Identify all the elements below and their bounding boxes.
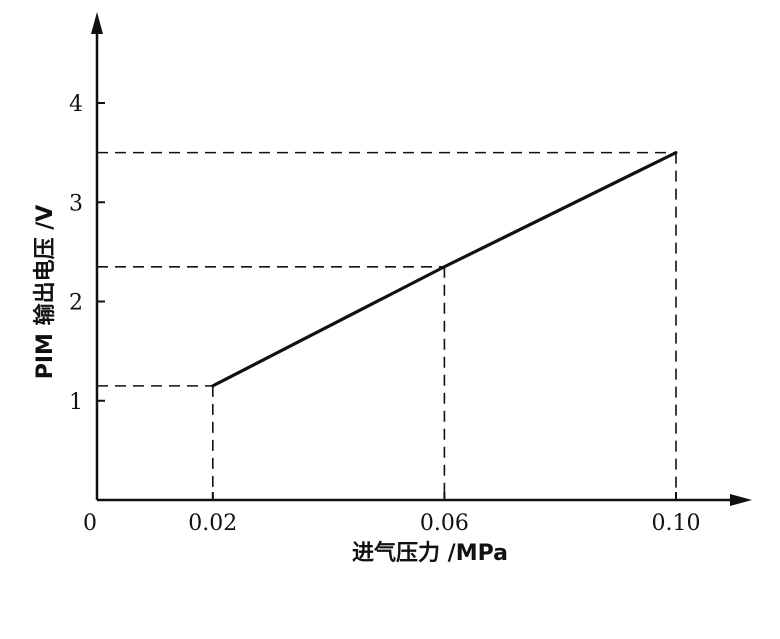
y-axis-arrow-icon	[91, 12, 103, 34]
data-point	[211, 384, 215, 388]
y-tick-label: 4	[69, 92, 83, 117]
y-tick-label: 1	[69, 390, 83, 415]
data-point	[442, 265, 446, 269]
y-axis-title: PIM 输出电压 /V	[32, 205, 58, 380]
data-point	[674, 151, 678, 155]
series-group	[211, 151, 678, 388]
origin-label: 0	[83, 511, 97, 536]
x-axis-title: 进气压力 /MPa	[352, 540, 508, 566]
y-tick-label: 3	[69, 191, 83, 216]
x-tick-label: 0.10	[652, 511, 701, 536]
y-tick-label: 2	[69, 291, 83, 316]
x-ticks: 0.02 0.06 0.10	[188, 492, 700, 536]
x-axis-arrow-icon	[730, 494, 752, 506]
x-tick-label: 0.06	[420, 511, 469, 536]
x-tick-label: 0.02	[188, 511, 237, 536]
guide-lines	[97, 151, 677, 500]
y-ticks: 1 2 3 4	[69, 92, 105, 415]
